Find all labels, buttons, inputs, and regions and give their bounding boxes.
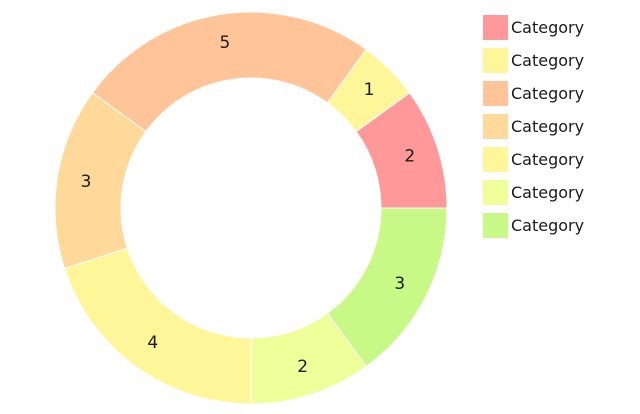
slice-group [54, 11, 448, 405]
legend-swatch [483, 114, 508, 139]
legend-swatch [483, 147, 508, 172]
slice-value-label-1: 2 [404, 146, 415, 166]
legend-swatch [483, 213, 508, 238]
legend-item-3[interactable]: Category [483, 77, 584, 110]
slice-value-label-2: 1 [364, 80, 375, 100]
legend-swatch [483, 48, 508, 73]
legend-item-2[interactable]: Category [483, 44, 584, 77]
donut-slice-3[interactable] [91, 11, 367, 133]
legend: Category Category Category Category Category… [483, 11, 584, 242]
slice-value-label-5: 4 [147, 333, 158, 353]
legend-swatch [483, 15, 508, 40]
legend-label: Category [511, 150, 585, 169]
legend-label: Category [511, 183, 585, 202]
legend-item-1[interactable]: Category [483, 11, 584, 44]
legend-label: Category [511, 18, 585, 37]
slice-value-label-7: 3 [394, 274, 405, 294]
donut-slice-5[interactable] [63, 247, 252, 405]
legend-item-7[interactable]: Category [483, 209, 584, 242]
donut-slice-7[interactable] [326, 207, 448, 368]
slice-value-label-6: 2 [297, 357, 308, 377]
legend-label: Category [511, 84, 585, 103]
legend-label: Category [511, 51, 585, 70]
slice-value-label-4: 3 [81, 172, 92, 192]
legend-item-4[interactable]: Category [483, 110, 584, 143]
legend-item-5[interactable]: Category [483, 143, 584, 176]
legend-label: Category [511, 117, 585, 136]
legend-label: Category [511, 216, 585, 235]
slice-value-label-3: 5 [219, 33, 230, 53]
legend-item-6[interactable]: Category [483, 176, 584, 209]
legend-swatch [483, 180, 508, 205]
legend-swatch [483, 81, 508, 106]
slice-label-group: 2 1 5 3 4 2 3 [81, 33, 416, 377]
